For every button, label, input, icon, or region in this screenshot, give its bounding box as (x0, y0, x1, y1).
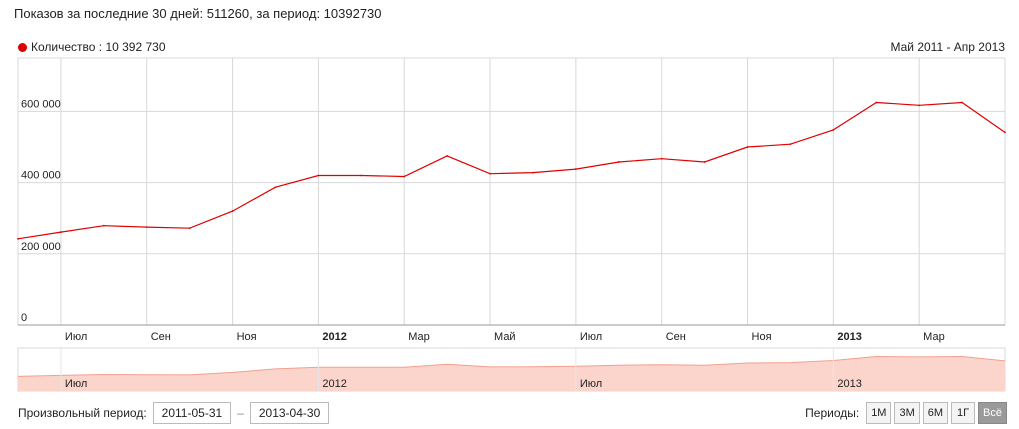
data-point (317, 174, 320, 177)
y-tick-label: 400 000 (21, 170, 61, 182)
data-point (403, 175, 406, 178)
data-point (832, 129, 835, 131)
y-tick-label: 600 000 (21, 98, 61, 110)
data-point (60, 231, 62, 233)
series-line (17, 101, 1006, 240)
data-point (360, 174, 363, 177)
navigator-label: 2013 (837, 378, 861, 390)
data-point (703, 161, 706, 163)
data-point (789, 143, 792, 146)
custom-period-label: Произвольный период: (18, 406, 147, 420)
data-point (961, 101, 963, 104)
period-button-all[interactable]: Всё (978, 402, 1007, 424)
data-point (532, 171, 534, 174)
data-point (274, 186, 277, 189)
date-separator: – (237, 406, 244, 420)
navigator-label: Июл (580, 378, 602, 390)
x-tick-label: 2012 (322, 331, 346, 343)
x-tick-label: Сен (666, 331, 686, 343)
data-point (617, 161, 620, 163)
data-point (1004, 131, 1006, 134)
custom-period: Произвольный период: 2011-05-31 – 2013-0… (18, 402, 335, 424)
summary-text: Показов за последние 30 дней: 511260, за… (14, 6, 382, 21)
navigator: Июл 2012 Июл 2013 (17, 347, 1006, 392)
data-point (231, 210, 234, 212)
y-tick-label: 200 000 (21, 241, 61, 253)
x-tick-label: Сен (151, 331, 171, 343)
data-point (660, 157, 663, 160)
x-axis-labels: Июл Сен Ноя 2012 Мар Май Июл Сен Ноя 2013 Мар (65, 331, 945, 343)
navigator-line (17, 355, 1006, 377)
x-tick-label: Мар (923, 331, 945, 343)
legend[interactable]: Количество : 10 392 730 (18, 40, 166, 54)
data-point (918, 104, 921, 107)
date-range-label: Май 2011 - Апр 2013 (890, 40, 1005, 54)
data-point (746, 146, 749, 148)
start-date-input[interactable]: 2011-05-31 (152, 402, 232, 424)
main-series (17, 101, 1006, 240)
navigator-label: 2012 (322, 378, 346, 390)
data-point (489, 172, 491, 175)
period-button-1y[interactable]: 1Г (951, 402, 976, 424)
period-button-3m[interactable]: 3М (894, 402, 920, 424)
x-tick-label: Июл (580, 331, 602, 343)
data-point (188, 227, 191, 230)
y-axis-labels: 0 200 000 400 000 600 000 (21, 98, 61, 324)
period-selector: Периоды: 1М 3М 6М 1Г Всё (805, 402, 1007, 424)
period-button-6m[interactable]: 6М (922, 402, 949, 424)
data-point (145, 226, 148, 229)
x-tick-label: Мар (408, 331, 430, 343)
data-point (17, 237, 19, 240)
legend-marker-icon (18, 42, 27, 52)
main-grid (17, 57, 1006, 326)
x-tick-label: 2013 (837, 331, 861, 343)
x-tick-label: Май (494, 331, 516, 343)
navigator-label: Июл (65, 378, 87, 390)
plot-frame (17, 57, 1006, 326)
periods-label: Периоды: (805, 406, 860, 420)
data-point (102, 224, 105, 227)
data-point (574, 168, 577, 170)
data-point (875, 101, 878, 104)
legend-label: Количество : 10 392 730 (31, 40, 166, 54)
data-point (446, 155, 449, 157)
period-button-1m[interactable]: 1М (866, 402, 892, 424)
x-tick-label: Ноя (237, 331, 257, 343)
x-tick-label: Ноя (752, 331, 772, 343)
x-tick-label: Июл (65, 331, 87, 343)
y-tick-label: 0 (21, 312, 27, 324)
end-date-input[interactable]: 2013-04-30 (249, 402, 330, 424)
navigator-area (18, 356, 1005, 391)
